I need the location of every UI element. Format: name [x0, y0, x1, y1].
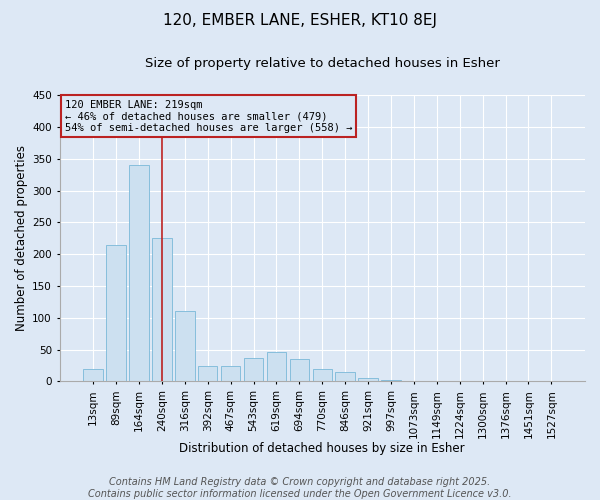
Bar: [83, 368, 103, 382]
Text: 120 EMBER LANE: 219sqm
← 46% of detached houses are smaller (479)
54% of semi-de: 120 EMBER LANE: 219sqm ← 46% of detached…: [65, 100, 352, 133]
Title: Size of property relative to detached houses in Esher: Size of property relative to detached ho…: [145, 58, 500, 70]
Bar: [244, 358, 263, 382]
Text: 120, EMBER LANE, ESHER, KT10 8EJ: 120, EMBER LANE, ESHER, KT10 8EJ: [163, 12, 437, 28]
Bar: [129, 165, 149, 382]
Bar: [198, 366, 217, 382]
Bar: [335, 372, 355, 382]
Bar: [290, 358, 309, 382]
Text: Contains HM Land Registry data © Crown copyright and database right 2025.
Contai: Contains HM Land Registry data © Crown c…: [88, 478, 512, 499]
Bar: [313, 368, 332, 382]
Bar: [358, 378, 378, 382]
X-axis label: Distribution of detached houses by size in Esher: Distribution of detached houses by size …: [179, 442, 465, 455]
Bar: [542, 381, 561, 382]
Bar: [404, 381, 424, 382]
Bar: [450, 381, 469, 382]
Bar: [152, 238, 172, 382]
Bar: [175, 312, 194, 382]
Bar: [427, 381, 446, 382]
Y-axis label: Number of detached properties: Number of detached properties: [15, 146, 28, 332]
Bar: [267, 352, 286, 382]
Bar: [381, 380, 401, 382]
Bar: [106, 244, 126, 382]
Bar: [221, 366, 241, 382]
